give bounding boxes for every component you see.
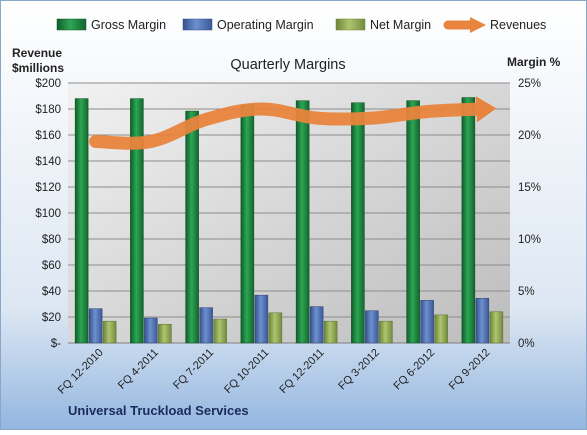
gross-margin-bar [130,98,144,344]
left-tick-label: $160 [35,130,61,142]
left-tick-label: $40 [42,286,61,298]
net-margin-bar [379,320,393,344]
legend: Gross Margin Operating Margin Net Margin… [56,17,546,33]
net-margin-bar [213,318,227,344]
left-tick-label: $200 [35,78,61,90]
gross-margin-bar [185,110,199,344]
operating-margin-bar [88,308,103,344]
operating-margin-bar [309,306,324,344]
revenues-line [89,102,489,150]
left-tick-label: $120 [35,182,61,194]
legend-swatch-revenues-arrowhead [470,17,486,33]
company-name: Universal Truckload Services [68,403,249,418]
gross-margin-bar [295,100,310,344]
left-axis-ticks: $- $20 $40 $60 $80 $100 $120 $140 $160 $180 $200 [35,78,61,350]
left-axis-label-line2: $millions [12,61,64,75]
revenue-line-series [89,96,497,150]
left-tick-label: $80 [42,234,61,246]
operating-margin-bar [144,317,158,344]
gross-margin-bar [406,100,420,344]
operating-margin-bar [365,310,379,344]
legend-label-operating-margin: Operating Margin [217,18,314,32]
right-tick-label: 25% [518,78,541,90]
left-tick-label: $20 [42,312,61,324]
net-margin-bar [323,320,338,344]
net-margin-bar [102,320,117,344]
gross-margin-bar [351,102,365,344]
revenues-arrowhead [475,96,497,123]
legend-swatch-net-margin [335,18,366,31]
net-margin-bar [434,314,448,344]
operating-margin-bar [254,294,269,344]
right-axis-ticks: 0% 5% 10% 15% 20% 25% [518,78,541,350]
right-tick-label: 0% [518,338,535,350]
right-tick-label: 10% [518,234,541,246]
left-tick-label: $60 [42,260,61,272]
gross-margin-bar [461,97,476,344]
gross-margin-bar [240,104,255,344]
bar-series [74,97,504,344]
left-axis-label-line1: Revenue [12,46,62,60]
net-margin-bar [158,324,172,344]
gross-margin-bar [74,98,89,344]
operating-margin-bar [199,307,213,344]
right-tick-label: 5% [518,286,535,298]
left-tick-label: $100 [35,208,61,220]
legend-label-revenues: Revenues [490,18,546,32]
legend-label-net-margin: Net Margin [370,18,431,32]
chart-title: Quarterly Margins [230,57,345,73]
right-tick-label: 20% [518,130,541,142]
left-tick-label: $- [51,338,61,350]
left-tick-label: $140 [35,156,61,168]
legend-swatch-operating-margin [182,18,213,31]
left-tick-label: $180 [35,104,61,116]
right-axis-label: Margin % [507,55,561,69]
right-tick-label: 15% [518,182,541,194]
operating-margin-bar [475,298,490,344]
net-margin-bar [489,311,504,344]
legend-label-gross-margin: Gross Margin [91,18,166,32]
legend-swatch-gross-margin [56,18,87,31]
net-margin-bar [268,312,283,344]
operating-margin-bar [420,300,434,344]
